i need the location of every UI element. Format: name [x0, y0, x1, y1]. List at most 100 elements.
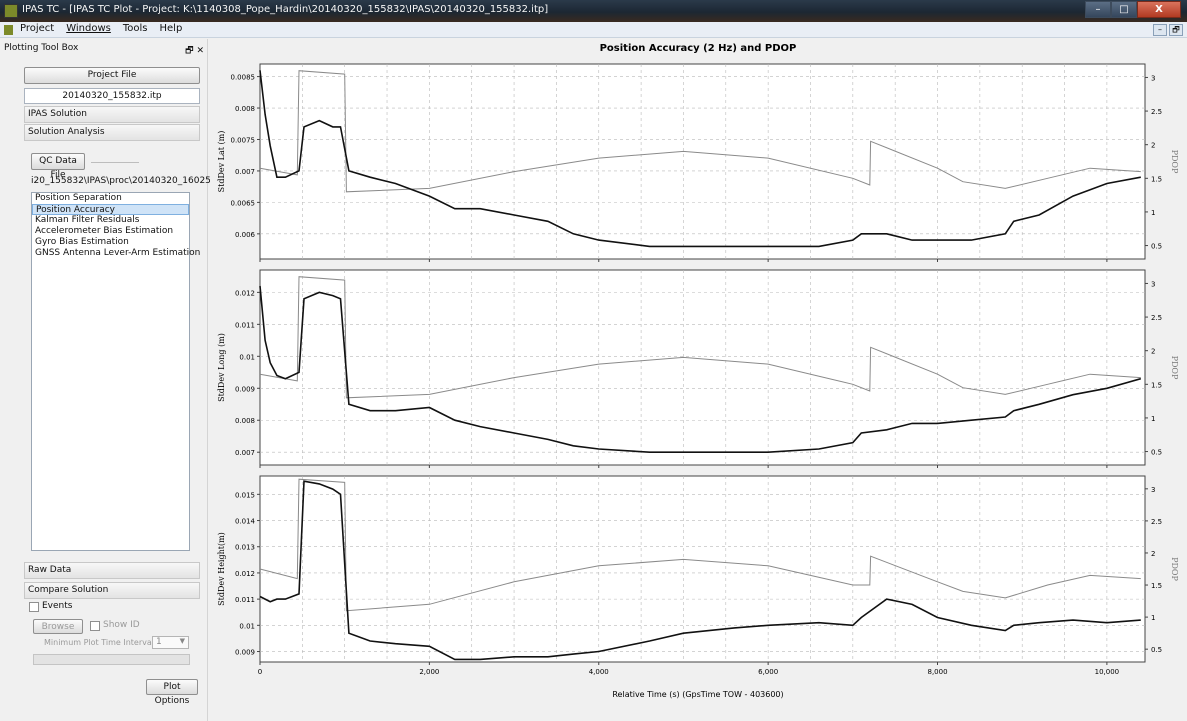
- y2-axis-label: PDOP: [1170, 150, 1179, 174]
- position-accuracy-chart[interactable]: Position Accuracy (2 Hz) and PDOP 0.006 0.…: [210, 39, 1187, 721]
- x-tick-label: 6,000: [758, 668, 778, 676]
- y-tick-label: 0.014: [235, 518, 256, 526]
- browse-button[interactable]: Browse: [33, 619, 83, 634]
- x-tick-label: 10,000: [1095, 668, 1120, 676]
- y2-tick-label: 1: [1151, 209, 1155, 217]
- y-tick-label: 0.011: [235, 596, 255, 604]
- y2-tick-label: 2: [1151, 348, 1155, 356]
- y2-tick-label: 2.5: [1151, 108, 1162, 116]
- plotting-tool-box: Plotting Tool Box 🗗 ✕ Project File 20140…: [0, 39, 233, 721]
- y2-tick-label: 0.5: [1151, 243, 1162, 251]
- list-item-position-accuracy[interactable]: Position Accuracy: [32, 204, 189, 215]
- section-solution-analysis[interactable]: Solution Analysis: [24, 124, 200, 141]
- separator: [91, 162, 139, 163]
- show-id-label: Show ID: [103, 620, 140, 630]
- mdi-minimize-icon[interactable]: –: [1153, 24, 1167, 36]
- min-interval-label: Minimum Plot Time Interval (s): [44, 638, 167, 647]
- menu-tools[interactable]: Tools: [122, 23, 148, 34]
- y2-tick-label: 3: [1151, 280, 1155, 288]
- document-icon[interactable]: [4, 25, 13, 35]
- qc-data-file-button[interactable]: QC Data File: [31, 153, 85, 180]
- y-tick-label: 0.0085: [231, 74, 256, 82]
- menu-windows[interactable]: Windows: [66, 23, 111, 34]
- accuracy-series-line: [259, 480, 1141, 661]
- y-tick-label: 0.01: [239, 622, 255, 630]
- close-button[interactable]: X: [1137, 1, 1181, 18]
- accuracy-series-line: [259, 70, 1141, 248]
- maximize-button[interactable]: □: [1111, 1, 1137, 18]
- list-item-gnss-lever-arm[interactable]: GNSS Antenna Lever-Arm Estimation: [35, 248, 201, 258]
- panel-header: Plotting Tool Box 🗗 ✕: [4, 43, 204, 57]
- pdop-series-line: [259, 478, 1141, 612]
- y-tick-label: 0.015: [235, 491, 255, 499]
- y2-tick-label: 0.5: [1151, 646, 1162, 654]
- y-tick-label: 0.01: [239, 353, 255, 361]
- y-tick-label: 0.007: [235, 449, 255, 457]
- list-item-gyro-bias[interactable]: Gyro Bias Estimation: [35, 237, 129, 247]
- app-icon: [4, 4, 18, 18]
- list-item-accelerometer-bias[interactable]: Accelerometer Bias Estimation: [35, 226, 174, 236]
- y-tick-label: 0.006: [235, 231, 256, 239]
- y-tick-label: 0.009: [235, 649, 255, 657]
- y2-axis-label: PDOP: [1170, 356, 1179, 380]
- y-tick-label: 0.012: [235, 570, 255, 578]
- progress-bar: [33, 654, 190, 665]
- y2-tick-label: 3: [1151, 74, 1155, 82]
- x-tick-label: 4,000: [589, 668, 609, 676]
- y2-tick-label: 1.5: [1151, 582, 1162, 590]
- plot-frame: [259, 63, 1146, 260]
- y2-axis-label: PDOP: [1170, 557, 1179, 581]
- y2-tick-label: 1.5: [1151, 381, 1162, 389]
- show-id-checkbox[interactable]: [90, 621, 100, 631]
- y-tick-label: 0.008: [235, 417, 255, 425]
- y-tick-label: 0.008: [235, 105, 255, 113]
- list-item-position-separation[interactable]: Position Separation: [35, 193, 122, 203]
- qc-file-path: i20_155832\IPAS\proc\20140320_160250.iqc: [31, 176, 233, 186]
- x-tick-label: 8,000: [927, 668, 947, 676]
- project-file-button[interactable]: Project File: [24, 67, 200, 84]
- plot-options-button[interactable]: Plot Options: [146, 679, 198, 706]
- y2-tick-label: 2: [1151, 142, 1155, 150]
- float-panel-icon[interactable]: 🗗: [185, 46, 194, 56]
- menu-bar: Project Windows Tools Help – 🗗: [0, 22, 1187, 38]
- project-file-field[interactable]: 20140320_155832.itp: [24, 88, 200, 104]
- pdop-series-line: [259, 70, 1141, 193]
- y-axis-label: StdDev Height(m): [217, 532, 226, 606]
- y2-tick-label: 2.5: [1151, 518, 1162, 526]
- close-panel-icon[interactable]: ✕: [196, 46, 204, 56]
- x-axis-label: Relative Time (s) (GpsTime TOW - 403600): [612, 690, 783, 699]
- section-compare-solution[interactable]: Compare Solution: [24, 582, 200, 599]
- panel-title: Plotting Tool Box: [4, 43, 79, 53]
- window-controls: – □ X: [1085, 1, 1181, 19]
- y-tick-label: 0.009: [235, 385, 255, 393]
- y2-tick-label: 3: [1151, 486, 1155, 494]
- x-tick-label: 0: [258, 668, 262, 676]
- y2-tick-label: 2: [1151, 550, 1155, 558]
- mdi-restore-icon[interactable]: 🗗: [1169, 24, 1183, 36]
- y2-tick-label: 1: [1151, 614, 1155, 622]
- section-ipas-solution[interactable]: IPAS Solution: [24, 106, 200, 123]
- y2-tick-label: 0.5: [1151, 449, 1162, 457]
- minimize-button[interactable]: –: [1085, 1, 1111, 18]
- plot-frame: [259, 475, 1146, 663]
- y-tick-label: 0.012: [235, 289, 255, 297]
- events-label: Events: [42, 601, 73, 611]
- y-axis-label: StdDev Lat (m): [217, 131, 226, 193]
- window-title: IPAS TC - [IPAS TC Plot - Project: K:\11…: [22, 4, 549, 15]
- min-interval-value: 1: [156, 637, 162, 647]
- list-item-kalman-filter-residuals[interactable]: Kalman Filter Residuals: [35, 215, 140, 225]
- plot-frame: [259, 269, 1146, 466]
- y2-tick-label: 1.5: [1151, 175, 1162, 183]
- chevron-down-icon: ▼: [179, 637, 185, 645]
- y-tick-label: 0.007: [235, 168, 255, 176]
- y2-tick-label: 2.5: [1151, 314, 1162, 322]
- events-checkbox[interactable]: [29, 602, 39, 612]
- section-raw-data[interactable]: Raw Data: [24, 562, 200, 579]
- y-tick-label: 0.011: [235, 321, 255, 329]
- menu-project[interactable]: Project: [20, 23, 55, 34]
- pdop-series-line: [259, 276, 1141, 399]
- min-interval-select[interactable]: 1 ▼: [152, 636, 189, 649]
- y-axis-label: StdDev Long (m): [217, 333, 226, 402]
- analysis-list: Position Separation Position Accuracy Ka…: [31, 192, 201, 551]
- menu-help[interactable]: Help: [159, 23, 183, 34]
